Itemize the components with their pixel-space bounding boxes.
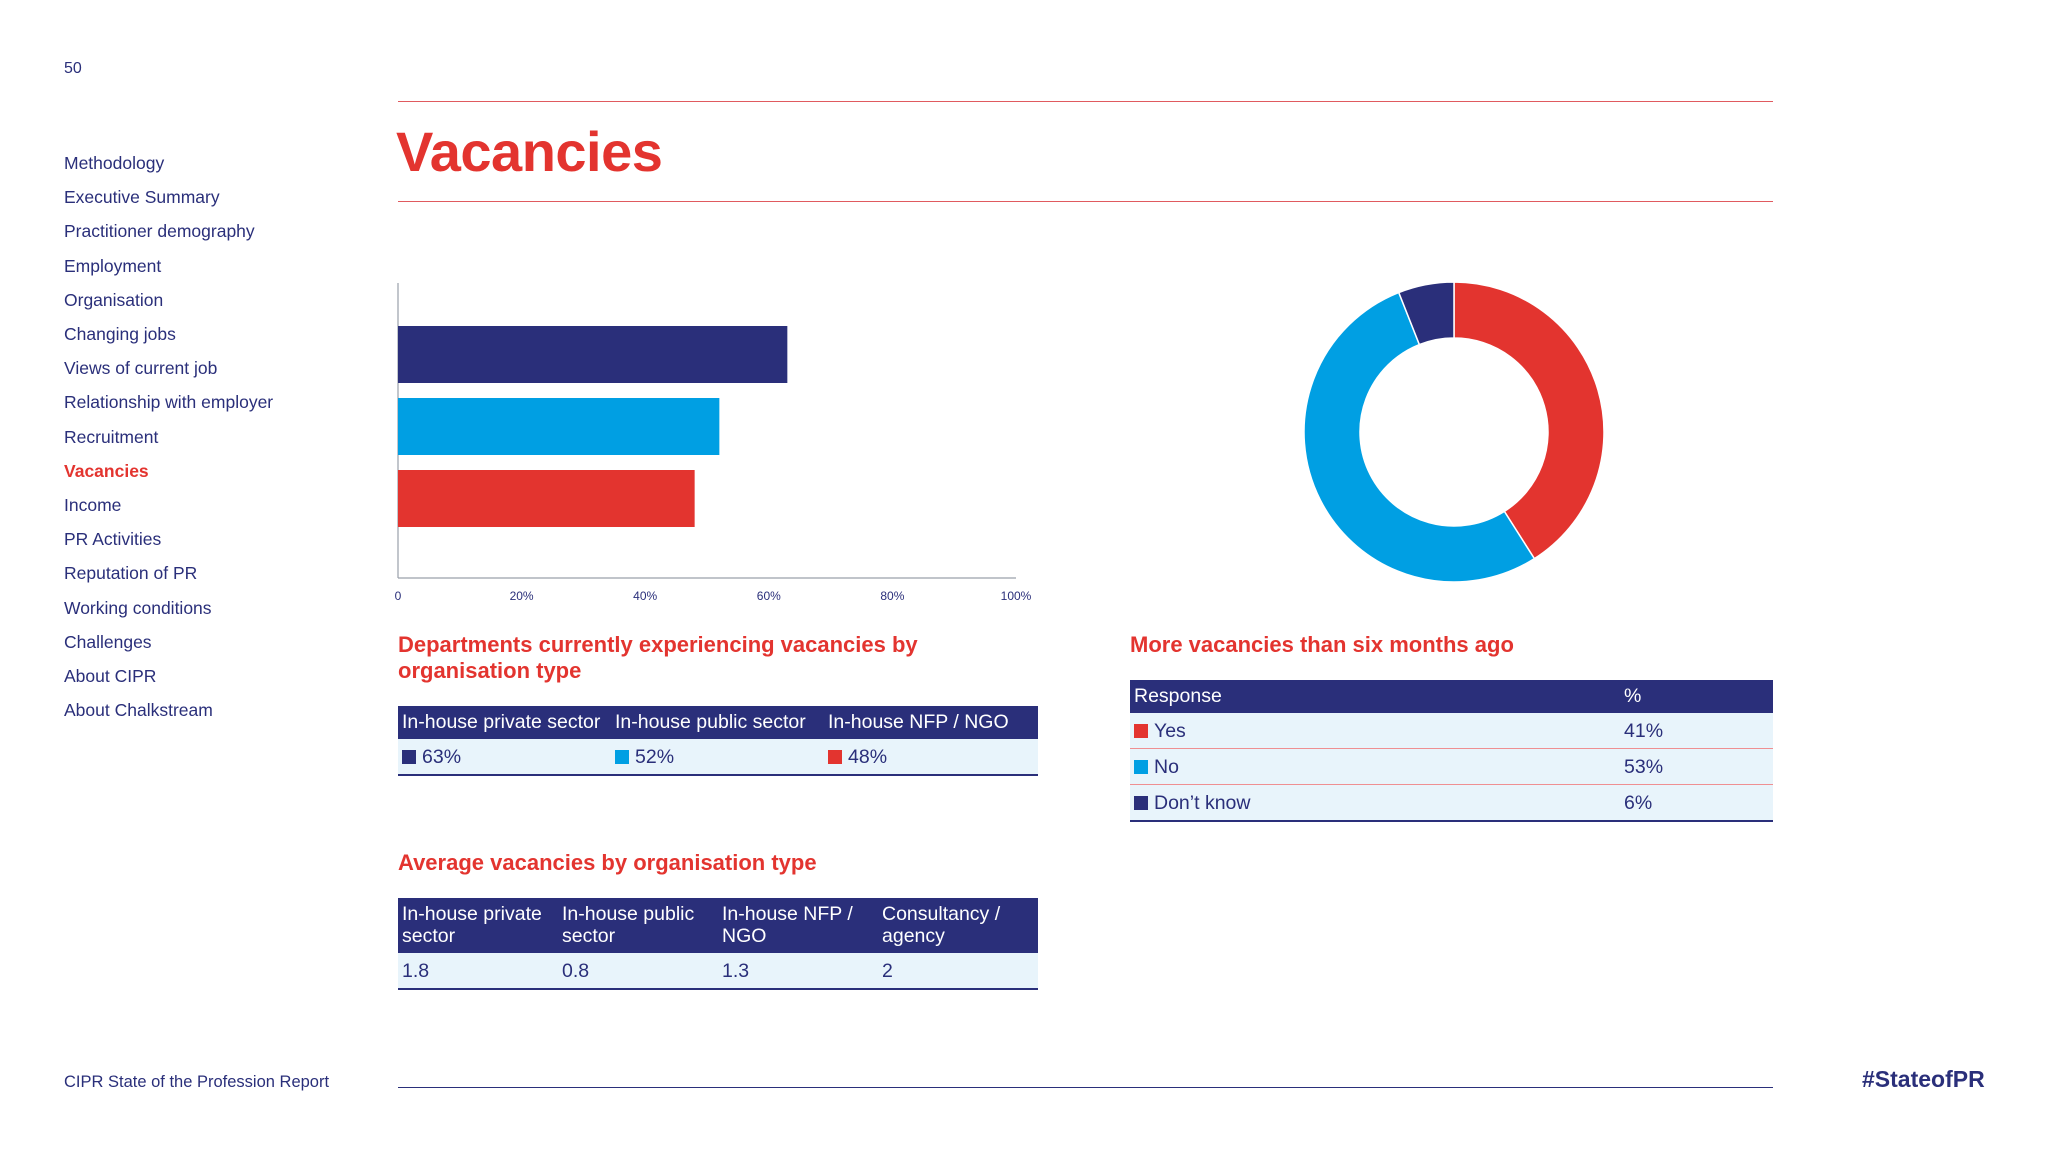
- sidebar-item-changing-jobs[interactable]: Changing jobs: [64, 324, 176, 345]
- table-cell: 1.3: [718, 953, 878, 990]
- table-cell: 53%: [1620, 748, 1773, 785]
- table-cell: Yes: [1130, 713, 1620, 749]
- donut-slice: [1303, 291, 1536, 583]
- sidebar-item-views-of-current-job[interactable]: Views of current job: [64, 358, 218, 379]
- x-tick-label: 40%: [633, 589, 657, 603]
- sidebar-item-relationship-with-employer[interactable]: Relationship with employer: [64, 392, 274, 413]
- table-cell: 48%: [824, 739, 1038, 776]
- table-row: 1.8 0.8 1.3 2: [398, 953, 1038, 990]
- sidebar-item-pr-activities[interactable]: PR Activities: [64, 529, 162, 550]
- sidebar-item-about-chalkstream[interactable]: About Chalkstream: [64, 700, 213, 721]
- navy-swatch-icon: [402, 750, 416, 764]
- x-tick-label: 0: [395, 589, 402, 603]
- sidebar-item-challenges[interactable]: Challenges: [64, 631, 152, 652]
- table-header: In-house private sector: [398, 706, 611, 739]
- cell-value: 48%: [848, 746, 888, 768]
- table-header: In-house public sector: [611, 706, 824, 739]
- departments-vacancies-table: In-house private sector In-house public …: [398, 706, 1038, 776]
- table-header-row: Response %: [1130, 680, 1773, 713]
- response-label: Yes: [1154, 720, 1186, 742]
- x-tick-label: 20%: [510, 589, 534, 603]
- red-swatch-icon: [1134, 724, 1148, 738]
- page-title: Vacancies: [396, 120, 663, 183]
- table-header: In-house NFP / NGO: [718, 898, 878, 953]
- average-vacancies-table: In-house private sector In-house public …: [398, 898, 1038, 990]
- bar-chart-title: Departments currently experiencing vacan…: [398, 632, 918, 683]
- sidebar-item-executive-summary[interactable]: Executive Summary: [64, 187, 220, 208]
- sidebar-item-recruitment[interactable]: Recruitment: [64, 426, 159, 447]
- sidebar-item-practitioner-demography[interactable]: Practitioner demography: [64, 221, 255, 242]
- table-cell: Don’t know: [1130, 784, 1620, 822]
- table-header: In-house NFP / NGO: [824, 706, 1038, 739]
- cell-value: 52%: [635, 746, 675, 768]
- title-top-rule: [398, 101, 1773, 102]
- table-row: Don’t know 6%: [1130, 784, 1773, 822]
- table-cell: 1.8: [398, 953, 558, 990]
- sidebar-item-working-conditions[interactable]: Working conditions: [64, 597, 212, 618]
- response-label: Don’t know: [1154, 792, 1251, 814]
- footer-report-name: CIPR State of the Profession Report: [64, 1073, 330, 1091]
- bar: [398, 398, 720, 455]
- sidebar-item-methodology[interactable]: Methodology: [64, 153, 165, 173]
- table-cell: 52%: [611, 739, 824, 776]
- response-table: Response % Yes 41% No 53% Don’t know 6%: [1130, 680, 1773, 822]
- table-header: In-house private sector: [398, 898, 558, 953]
- table-cell: No: [1130, 748, 1620, 785]
- donut-slice: [1453, 281, 1605, 560]
- table-header-row: In-house private sector In-house public …: [398, 898, 1038, 953]
- x-tick-label: 60%: [757, 589, 781, 603]
- bar: [398, 470, 695, 527]
- blue-swatch-icon: [1134, 760, 1148, 774]
- footer-hashtag[interactable]: #StateofPR: [1862, 1066, 1985, 1092]
- table-header-row: In-house private sector In-house public …: [398, 706, 1038, 739]
- sidebar-item-reputation-of-pr[interactable]: Reputation of PR: [64, 563, 198, 584]
- response-label: No: [1154, 756, 1179, 778]
- title-bottom-rule: [398, 201, 1773, 202]
- footer-rule: [398, 1087, 1773, 1088]
- table-header: Consultancy / agency: [878, 898, 1038, 953]
- table-cell: 41%: [1620, 713, 1773, 749]
- table-row: No 53%: [1130, 748, 1773, 785]
- cell-value: 63%: [422, 746, 462, 768]
- sidebar-item-organisation[interactable]: Organisation: [64, 289, 164, 310]
- table-cell: 63%: [398, 739, 611, 776]
- donut-chart: [1303, 281, 1605, 583]
- page-number: 50: [64, 60, 82, 77]
- sidebar-item-vacancies[interactable]: Vacancies: [64, 460, 149, 481]
- sidebar-item-about-cipr[interactable]: About CIPR: [64, 666, 157, 687]
- table-header: Response: [1130, 680, 1620, 713]
- table-row: 63% 52% 48%: [398, 739, 1038, 776]
- navy-swatch-icon: [1134, 796, 1148, 810]
- donut-chart-title: More vacancies than six months ago: [1130, 632, 1514, 657]
- sidebar-nav: Methodology Executive Summary Practition…: [64, 146, 364, 727]
- bar-chart: 0 20% 40% 60% 80% 100%: [395, 283, 1032, 603]
- sidebar-item-employment[interactable]: Employment: [64, 255, 162, 276]
- table-cell: 6%: [1620, 784, 1773, 822]
- x-tick-label: 80%: [880, 589, 904, 603]
- average-vacancies-title: Average vacancies by organisation type: [398, 850, 817, 875]
- bar: [398, 326, 788, 383]
- red-swatch-icon: [828, 750, 842, 764]
- x-tick-label: 100%: [1001, 589, 1032, 603]
- table-cell: 0.8: [558, 953, 718, 990]
- table-cell: 2: [878, 953, 1038, 990]
- table-header: %: [1620, 680, 1773, 713]
- blue-swatch-icon: [615, 750, 629, 764]
- donut-slice: [1397, 281, 1455, 346]
- sidebar-item-income[interactable]: Income: [64, 495, 122, 516]
- table-header: In-house public sector: [558, 898, 718, 953]
- table-row: Yes 41%: [1130, 713, 1773, 749]
